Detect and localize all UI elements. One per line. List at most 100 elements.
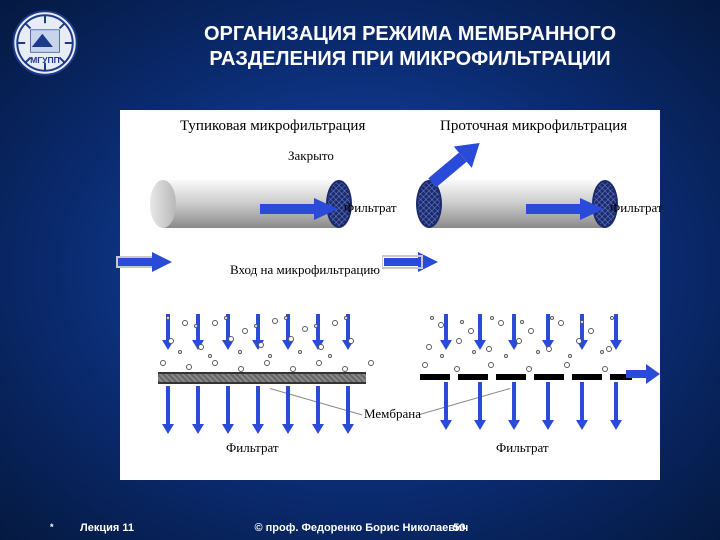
filtrate-arrow-right — [526, 196, 606, 222]
inlet-arrow-left — [116, 250, 176, 274]
down-arrow — [474, 314, 486, 352]
membrane-bar — [534, 374, 564, 380]
particle-large — [316, 360, 322, 366]
particle-small — [472, 350, 476, 354]
right-column-title: Проточная микрофильтрация — [440, 118, 627, 135]
particle-small — [520, 320, 524, 324]
particle-small — [580, 320, 584, 324]
particle-large — [468, 328, 474, 334]
footer-credit: © проф. Федоренко Борис Николаевич — [254, 522, 468, 534]
particle-large — [288, 336, 294, 342]
title-line-1: ОРГАНИЗАЦИЯ РЕЖИМА МЕМБРАННОГО — [204, 23, 616, 45]
particle-small — [178, 350, 182, 354]
particle-large — [212, 360, 218, 366]
inlet-arrow-right — [382, 250, 442, 274]
particle-small — [460, 320, 464, 324]
particle-small — [314, 324, 318, 328]
particle-large — [302, 326, 308, 332]
label-filtrate-right-bottom: Фильтрат — [496, 440, 549, 456]
diagram-panel: Тупиковая микрофильтрация Проточная микр… — [120, 110, 660, 480]
membrane-bar — [572, 374, 602, 380]
particle-large — [456, 338, 462, 344]
particle-small — [238, 350, 242, 354]
particle-large — [348, 338, 354, 344]
particle-small — [298, 350, 302, 354]
down-arrow — [542, 382, 554, 432]
down-arrow — [342, 314, 354, 352]
left-column-title: Тупиковая микрофильтрация — [180, 118, 365, 135]
down-arrow — [576, 382, 588, 432]
particle-large — [258, 342, 264, 348]
particle-large — [546, 346, 552, 352]
particle-small — [504, 354, 508, 358]
down-arrow — [282, 386, 294, 436]
particle-large — [238, 366, 244, 372]
particle-small — [284, 316, 288, 320]
down-arrow — [342, 386, 354, 436]
title-line-2: РАЗДЕЛЕНИЯ ПРИ МИКРОФИЛЬТРАЦИИ — [209, 48, 610, 70]
university-logo: МГУПП — [12, 10, 78, 76]
svg-text:МГУПП: МГУПП — [30, 55, 60, 65]
membrane-bar — [458, 374, 488, 380]
particle-large — [228, 336, 234, 342]
particle-large — [602, 366, 608, 372]
label-closed: Закрыто — [288, 148, 334, 164]
particle-large — [290, 366, 296, 372]
particle-large — [242, 328, 248, 334]
particle-small — [550, 316, 554, 320]
particle-small — [568, 354, 572, 358]
particle-large — [454, 366, 460, 372]
footer-page: 50 — [453, 522, 465, 534]
particle-small — [344, 316, 348, 320]
membrane-bar — [496, 374, 526, 380]
label-membrane: Мембрана — [364, 406, 421, 422]
slide-title: ОРГАНИЗАЦИЯ РЕЖИМА МЕМБРАННОГО РАЗДЕЛЕНИ… — [140, 22, 680, 72]
particle-small — [166, 316, 170, 320]
particle-small — [254, 324, 258, 328]
particle-small — [610, 316, 614, 320]
particle-large — [588, 328, 594, 334]
particle-large — [368, 360, 374, 366]
down-arrow — [282, 314, 294, 352]
down-arrow — [508, 382, 520, 432]
particle-large — [516, 338, 522, 344]
particle-small — [600, 350, 604, 354]
particle-large — [168, 338, 174, 344]
particle-large — [342, 366, 348, 372]
label-filtrate-left-bottom: Фильтрат — [226, 440, 279, 456]
particle-large — [264, 360, 270, 366]
down-arrow — [222, 386, 234, 436]
label-filtrate-left-tube: Фильтрат — [344, 200, 397, 216]
particle-small — [430, 316, 434, 320]
particle-small — [328, 354, 332, 358]
particle-large — [272, 318, 278, 324]
crossflow-exit-arrow — [626, 364, 660, 384]
particle-small — [536, 350, 540, 354]
particle-large — [486, 346, 492, 352]
particle-large — [606, 346, 612, 352]
particle-large — [488, 362, 494, 368]
particle-large — [198, 344, 204, 350]
down-arrow — [508, 314, 520, 352]
particle-large — [160, 360, 166, 366]
down-arrow — [440, 382, 452, 432]
particle-small — [268, 354, 272, 358]
down-arrow — [252, 386, 264, 436]
particle-large — [528, 328, 534, 334]
particle-large — [526, 366, 532, 372]
particle-large — [438, 322, 444, 328]
particle-large — [332, 320, 338, 326]
membrane-bar — [420, 374, 450, 380]
particle-small — [194, 324, 198, 328]
outflow-arrow-right — [420, 140, 490, 190]
particle-small — [490, 316, 494, 320]
particle-large — [576, 338, 582, 344]
down-arrow — [162, 386, 174, 436]
particle-large — [422, 362, 428, 368]
particle-large — [182, 320, 188, 326]
down-arrow — [222, 314, 234, 352]
down-arrow — [474, 382, 486, 432]
particle-large — [558, 320, 564, 326]
down-arrow — [440, 314, 452, 352]
membrane-connector-right — [418, 388, 511, 415]
